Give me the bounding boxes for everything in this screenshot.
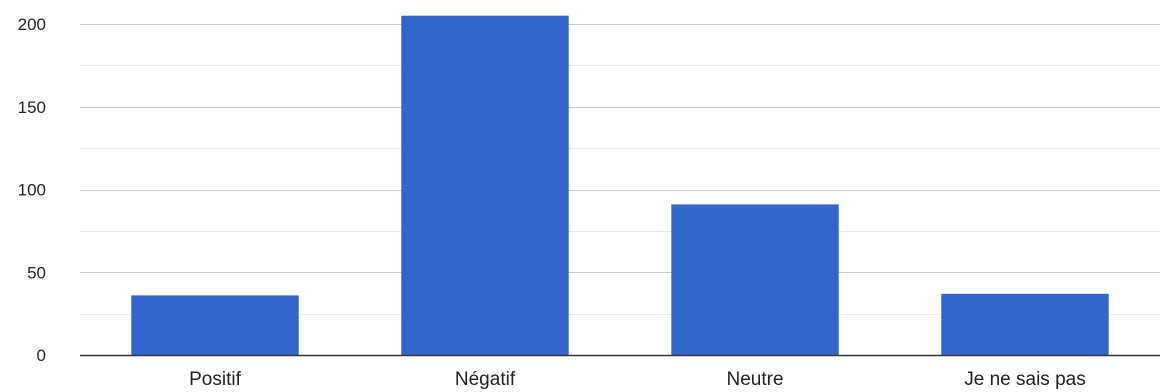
x-tick-label: Je ne sais pas bbox=[964, 369, 1085, 390]
y-tick-labels: 0 50 100 150 200 bbox=[18, 15, 46, 365]
gridlines bbox=[80, 24, 1160, 315]
x-tick-label: Positif bbox=[189, 369, 241, 390]
x-tick-labels: Positif Négatif Neutre Je ne sais pas bbox=[189, 369, 1086, 390]
y-tick-label: 100 bbox=[18, 181, 46, 200]
bar-positif bbox=[131, 295, 299, 355]
y-tick-label: 0 bbox=[37, 346, 46, 365]
y-tick-label: 150 bbox=[18, 98, 46, 117]
bar-je-ne-sais-pas bbox=[941, 293, 1109, 355]
bars bbox=[131, 15, 1109, 355]
y-tick-label: 200 bbox=[18, 15, 46, 34]
bar-n-gatif bbox=[401, 15, 569, 355]
x-tick-label: Neutre bbox=[726, 369, 783, 390]
bar-neutre bbox=[671, 204, 839, 355]
y-tick-label: 50 bbox=[27, 263, 46, 282]
x-tick-label: Négatif bbox=[455, 369, 516, 390]
